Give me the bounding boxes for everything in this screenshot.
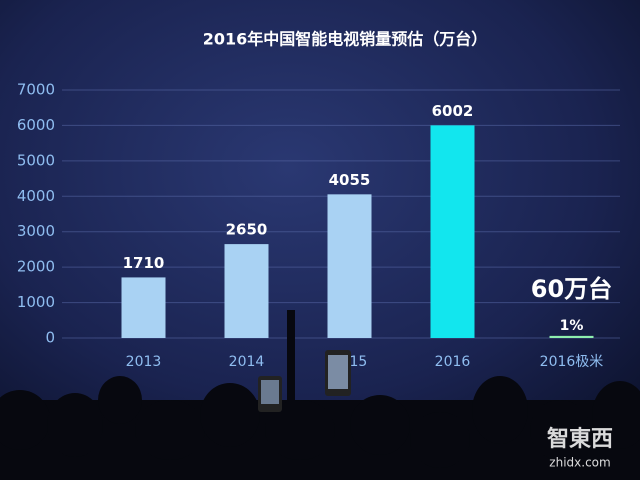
- y-tick-label: 7000: [17, 81, 55, 99]
- value-label: 2650: [226, 221, 268, 239]
- x-tick-label: 2016极米: [540, 354, 604, 370]
- audience-silhouettes: [0, 310, 640, 480]
- y-tick-label: 1000: [17, 293, 55, 311]
- y-tick-label: 0: [45, 329, 55, 347]
- annotation: 60万台: [531, 275, 612, 303]
- y-tick-label: 2000: [17, 258, 55, 276]
- y-tick-label: 6000: [17, 116, 55, 134]
- watermark-logo: 智東西: [547, 426, 613, 452]
- y-tick-label: 3000: [17, 222, 55, 240]
- bar: [327, 194, 372, 338]
- value-label: 1710: [123, 254, 165, 272]
- chart-title: 2016年中国智能电视销量预估（万台）: [203, 30, 488, 49]
- y-tick-label: 5000: [17, 151, 55, 169]
- x-tick-label: 2013: [126, 354, 162, 370]
- bar: [549, 335, 594, 338]
- bar: [121, 277, 166, 338]
- value-label: 4055: [329, 171, 371, 189]
- y-tick-label: 4000: [17, 187, 55, 205]
- x-tick-label: 2014: [229, 354, 265, 370]
- value-label: 6002: [432, 102, 474, 120]
- bar: [430, 125, 475, 338]
- watermark-url: zhidx.com: [549, 456, 610, 470]
- bar: [224, 244, 269, 338]
- x-tick-label: 2016: [435, 354, 471, 370]
- annotation: 1%: [560, 318, 584, 334]
